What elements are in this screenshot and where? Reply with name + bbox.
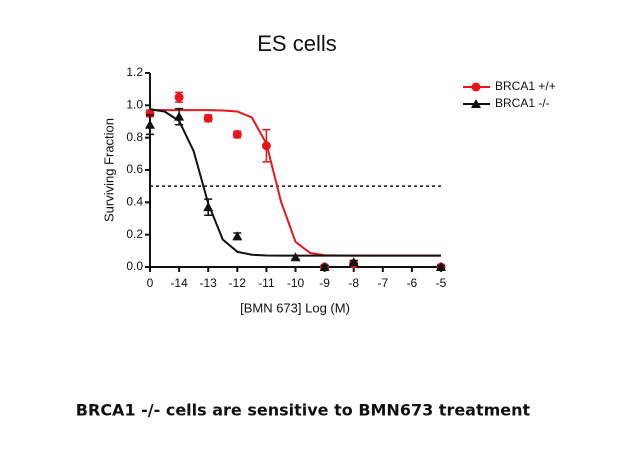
x-tick-label: -8 bbox=[348, 276, 359, 290]
y-tick-label: 0.6 bbox=[126, 162, 143, 176]
marker bbox=[232, 129, 242, 139]
x-tick-label: -7 bbox=[377, 276, 388, 290]
x-tick-label: 0 bbox=[147, 276, 154, 290]
marker bbox=[203, 202, 214, 212]
y-tick-label: 1.0 bbox=[126, 98, 143, 112]
legend-label: BRCA1 +/+ bbox=[495, 79, 556, 93]
marker bbox=[203, 113, 213, 123]
marker bbox=[261, 141, 271, 151]
x-tick-label: -11 bbox=[258, 276, 275, 290]
marker bbox=[174, 92, 184, 102]
x-tick-label: -9 bbox=[319, 276, 330, 290]
x-axis-label: [BMN 673] Log (M) bbox=[240, 300, 350, 315]
x-tick-label: -14 bbox=[170, 276, 188, 290]
y-tick-label: 1.2 bbox=[126, 65, 143, 79]
legend-label: BRCA1 -/- bbox=[495, 96, 550, 110]
chart-title: ES cells bbox=[257, 31, 336, 56]
y-tick-label: 0.2 bbox=[126, 227, 143, 241]
legend-marker bbox=[471, 82, 481, 92]
x-tick-label: -10 bbox=[287, 276, 305, 290]
x-tick-label: -13 bbox=[200, 276, 218, 290]
y-tick-label: 0.0 bbox=[126, 259, 143, 273]
x-tick-label: -12 bbox=[229, 276, 247, 290]
marker bbox=[319, 262, 330, 271]
y-tick-label: 0.8 bbox=[126, 130, 143, 144]
x-tick-label: -6 bbox=[407, 276, 418, 290]
caption: BRCA1 -/- cells are sensitive to BMN673 … bbox=[76, 401, 531, 420]
marker bbox=[290, 252, 301, 262]
y-tick-label: 0.4 bbox=[126, 195, 143, 209]
marker bbox=[232, 231, 243, 241]
x-tick-label: -5 bbox=[436, 276, 447, 290]
legend-marker bbox=[471, 99, 481, 108]
y-axis-label: Surviving Fraction bbox=[101, 118, 116, 222]
marker bbox=[348, 257, 359, 267]
fit-curve bbox=[150, 109, 441, 257]
marker bbox=[174, 111, 185, 121]
marker bbox=[436, 262, 446, 271]
marker bbox=[145, 119, 155, 129]
fit-curve bbox=[149, 108, 441, 257]
